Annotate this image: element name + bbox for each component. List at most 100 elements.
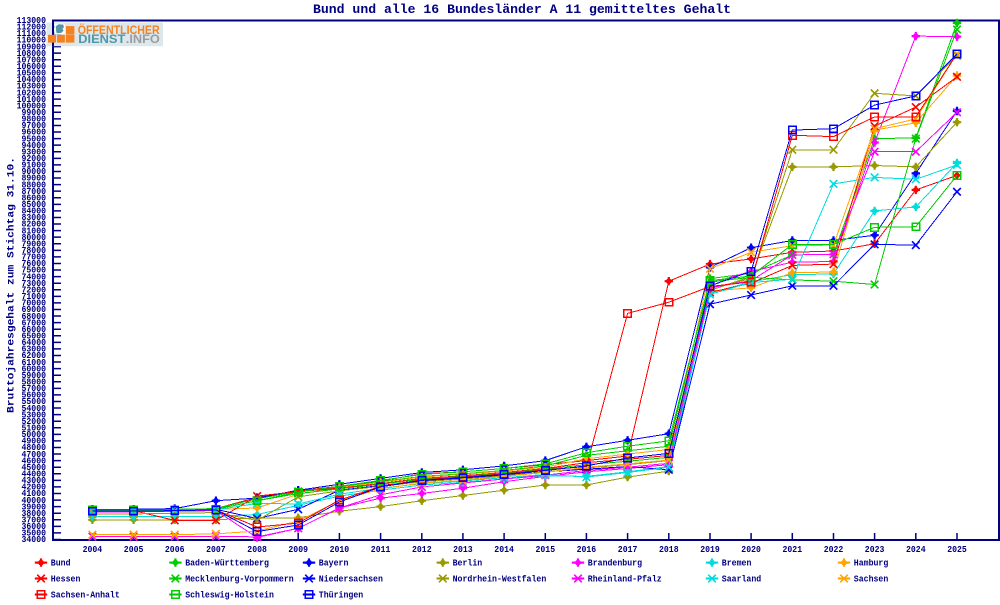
svg-text:2012: 2012: [412, 545, 432, 555]
svg-text:48000: 48000: [22, 443, 47, 453]
svg-text:52000: 52000: [22, 417, 47, 427]
svg-text:Brandenburg: Brandenburg: [588, 558, 642, 569]
svg-text:77000: 77000: [22, 253, 47, 263]
svg-text:55000: 55000: [22, 397, 47, 407]
svg-text:Baden-Württemberg: Baden-Württemberg: [185, 558, 269, 569]
svg-text:81000: 81000: [22, 226, 47, 236]
svg-text:Thüringen: Thüringen: [319, 590, 363, 601]
svg-text:91000: 91000: [22, 161, 47, 171]
svg-text:2022: 2022: [824, 545, 844, 555]
svg-text:2005: 2005: [124, 545, 144, 555]
svg-text:51000: 51000: [22, 423, 47, 433]
svg-text:61000: 61000: [22, 358, 47, 368]
svg-text:92000: 92000: [22, 154, 47, 164]
svg-text:88000: 88000: [22, 180, 47, 190]
svg-text:95000: 95000: [22, 134, 47, 144]
svg-text:2020: 2020: [741, 545, 761, 555]
svg-text:64000: 64000: [22, 338, 47, 348]
svg-text:99000: 99000: [22, 108, 47, 118]
svg-text:DIENST: DIENST: [78, 32, 126, 46]
svg-text:Nordrhein-Westfalen: Nordrhein-Westfalen: [453, 574, 547, 585]
svg-text:2004: 2004: [83, 545, 103, 555]
svg-text:42000: 42000: [22, 483, 47, 493]
svg-text:Sachsen-Anhalt: Sachsen-Anhalt: [51, 590, 120, 601]
svg-text:40000: 40000: [22, 496, 47, 506]
svg-text:2023: 2023: [865, 545, 885, 555]
svg-text:34000: 34000: [22, 535, 47, 545]
svg-text:ÖFFENTLICHER: ÖFFENTLICHER: [78, 23, 160, 37]
svg-text:Bund: Bund: [51, 558, 71, 569]
svg-text:.INFO: .INFO: [126, 32, 160, 46]
svg-text:112000: 112000: [17, 23, 46, 33]
svg-text:2011: 2011: [371, 545, 391, 555]
svg-text:110000: 110000: [17, 36, 46, 46]
svg-text:106000: 106000: [17, 62, 46, 72]
svg-text:44000: 44000: [22, 469, 47, 479]
svg-text:2016: 2016: [577, 545, 597, 555]
svg-text:63000: 63000: [22, 345, 47, 355]
svg-text:94000: 94000: [22, 141, 47, 151]
svg-text:102000: 102000: [17, 88, 46, 98]
svg-text:2017: 2017: [618, 545, 638, 555]
svg-text:2025: 2025: [947, 545, 967, 555]
svg-text:2007: 2007: [206, 545, 226, 555]
svg-text:103000: 103000: [17, 82, 46, 92]
svg-text:2009: 2009: [288, 545, 308, 555]
svg-text:65000: 65000: [22, 331, 47, 341]
svg-text:96000: 96000: [22, 128, 47, 138]
svg-text:93000: 93000: [22, 147, 47, 157]
svg-text:Mecklenburg-Vorpommern: Mecklenburg-Vorpommern: [185, 574, 294, 585]
svg-text:82000: 82000: [22, 220, 47, 230]
svg-text:107000: 107000: [17, 55, 46, 65]
svg-text:35000: 35000: [22, 529, 47, 539]
svg-text:98000: 98000: [22, 115, 47, 125]
svg-text:111000: 111000: [17, 29, 46, 39]
svg-text:41000: 41000: [22, 489, 47, 499]
svg-text:78000: 78000: [22, 246, 47, 256]
svg-text:58000: 58000: [22, 377, 47, 387]
svg-text:2024: 2024: [906, 545, 926, 555]
svg-text:67000: 67000: [22, 318, 47, 328]
svg-text:2018: 2018: [659, 545, 679, 555]
svg-text:49000: 49000: [22, 437, 47, 447]
svg-text:109000: 109000: [17, 42, 46, 52]
svg-text:79000: 79000: [22, 239, 47, 249]
svg-text:104000: 104000: [17, 75, 46, 85]
svg-text:89000: 89000: [22, 174, 47, 184]
svg-text:76000: 76000: [22, 259, 47, 269]
svg-text:2010: 2010: [330, 545, 350, 555]
svg-text:59000: 59000: [22, 371, 47, 381]
svg-text:Rheinland-Pfalz: Rheinland-Pfalz: [588, 574, 662, 585]
svg-text:80000: 80000: [22, 233, 47, 243]
svg-text:56000: 56000: [22, 391, 47, 401]
svg-text:2008: 2008: [247, 545, 267, 555]
svg-text:60000: 60000: [22, 364, 47, 374]
svg-text:Niedersachsen: Niedersachsen: [319, 574, 383, 585]
svg-text:100000: 100000: [17, 101, 46, 111]
svg-text:Bund und alle 16 Bundesländer: Bund und alle 16 Bundesländer A 11 gemit…: [313, 2, 731, 17]
svg-text:69000: 69000: [22, 305, 47, 315]
svg-text:36000: 36000: [22, 522, 47, 532]
svg-text:90000: 90000: [22, 167, 47, 177]
svg-text:2015: 2015: [536, 545, 556, 555]
svg-text:70000: 70000: [22, 299, 47, 309]
svg-text:87000: 87000: [22, 187, 47, 197]
svg-text:2019: 2019: [700, 545, 720, 555]
svg-text:73000: 73000: [22, 279, 47, 289]
svg-text:47000: 47000: [22, 450, 47, 460]
svg-text:37000: 37000: [22, 515, 47, 525]
svg-text:74000: 74000: [22, 272, 47, 282]
svg-text:38000: 38000: [22, 509, 47, 519]
svg-text:39000: 39000: [22, 502, 47, 512]
svg-text:45000: 45000: [22, 463, 47, 473]
svg-text:84000: 84000: [22, 207, 47, 217]
svg-text:57000: 57000: [22, 384, 47, 394]
svg-text:Hessen: Hessen: [51, 574, 81, 585]
svg-text:Schleswig-Holstein: Schleswig-Holstein: [185, 590, 274, 601]
svg-text:2013: 2013: [453, 545, 473, 555]
svg-text:101000: 101000: [17, 95, 46, 105]
svg-text:97000: 97000: [22, 121, 47, 131]
svg-text:Saarland: Saarland: [722, 574, 761, 585]
svg-text:108000: 108000: [17, 49, 46, 59]
svg-text:72000: 72000: [22, 285, 47, 295]
